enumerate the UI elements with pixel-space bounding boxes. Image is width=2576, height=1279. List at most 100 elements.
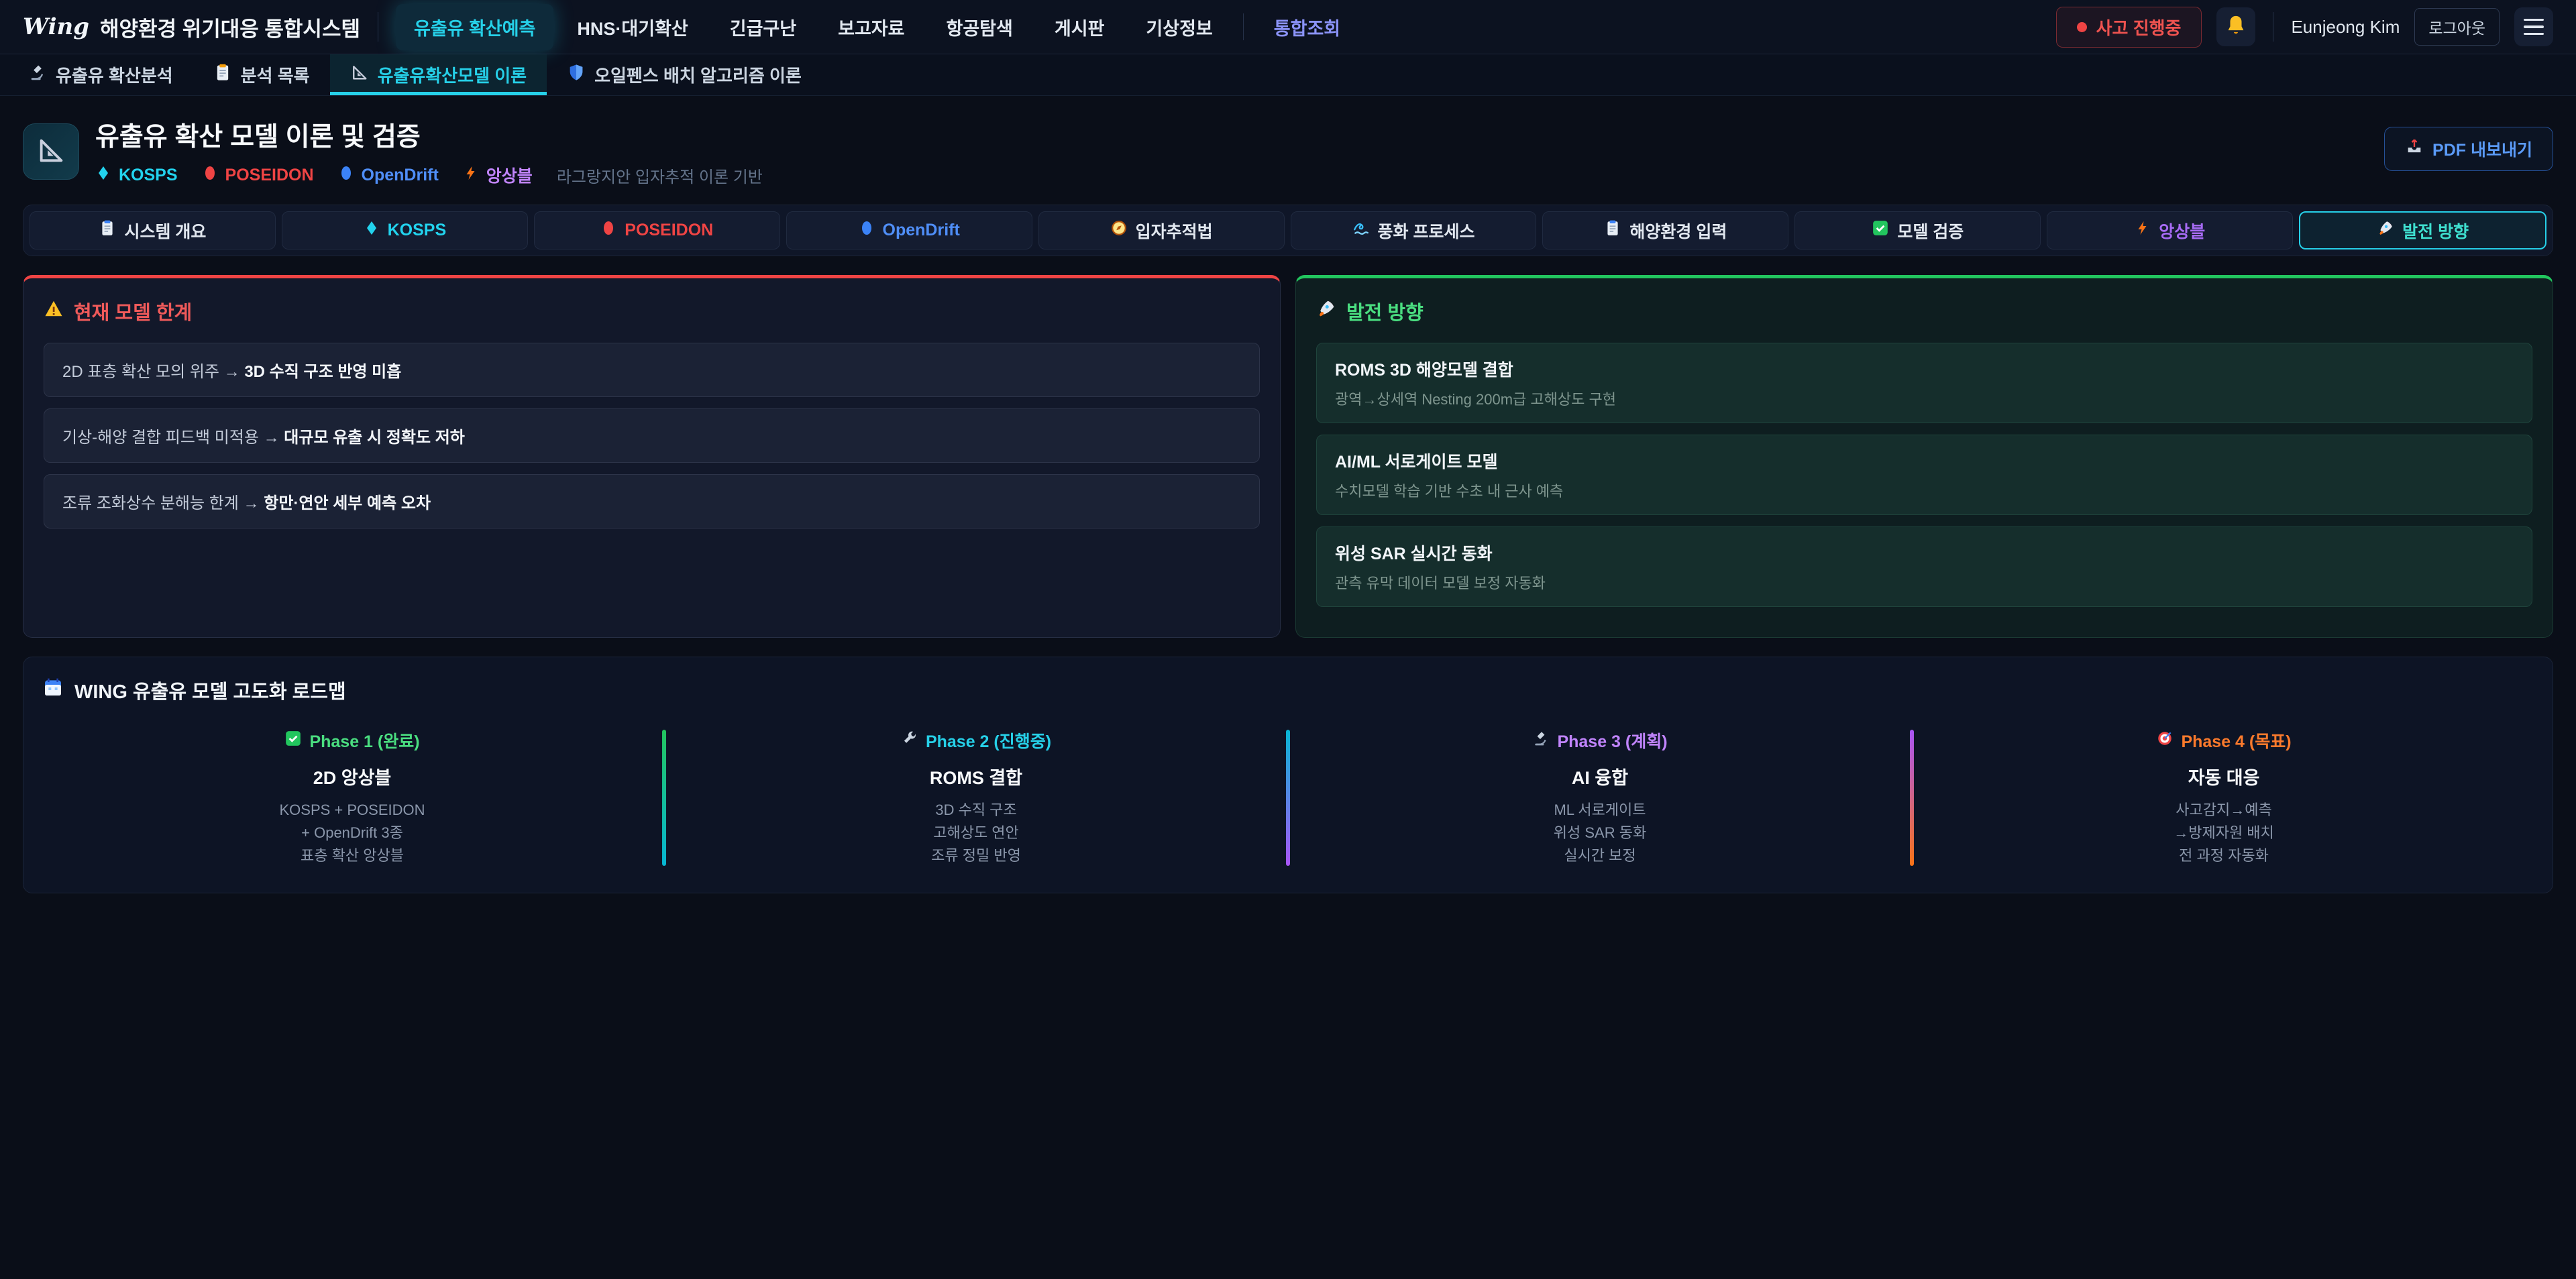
nav-weather-info[interactable]: 기상정보 xyxy=(1146,18,1213,39)
direction-card-title: AI/ML 서로게이트 모델 xyxy=(1335,453,1498,471)
phase-detail-line: →방제자원 배치 xyxy=(2174,824,2274,842)
model-badges: KOSPS POSEIDON OpenDrift 앙상블 라그랑지안 입자추적 … xyxy=(95,163,763,187)
chip-future-direction[interactable]: 발전 방향 xyxy=(2299,211,2547,249)
nav-aerial-search[interactable]: 항공탐색 xyxy=(946,18,1013,39)
phase-detail-line: 전 과정 자동화 xyxy=(2179,847,2269,865)
chip-particle-tracking[interactable]: 입자추적법 xyxy=(1038,211,1285,249)
main-nav: 유출유 확산예측 HNS·대기확산 긴급구난 보고자료 항공탐색 게시판 기상정… xyxy=(396,3,1358,50)
chip-label: 풍화 프로세스 xyxy=(1377,222,1475,241)
chip-label: 입자추적법 xyxy=(1135,222,1213,241)
chip-ensemble[interactable]: 앙상블 xyxy=(2047,211,2294,249)
incident-dot-icon xyxy=(2076,21,2087,32)
phase-4-label: Phase 4 (목표) xyxy=(2156,728,2292,753)
rocket-icon xyxy=(1316,298,1336,324)
chip-weathering-process[interactable]: 풍화 프로세스 xyxy=(1290,211,1537,249)
nav-hns-atmospheric[interactable]: HNS·대기확산 xyxy=(577,18,688,39)
calendar-icon xyxy=(42,677,64,704)
roadmap-title-text: WING 유출유 모델 고도화 로드맵 xyxy=(74,681,346,703)
chip-label: 해양환경 입력 xyxy=(1629,222,1727,241)
phase-name: 2D 앙상블 xyxy=(313,768,392,788)
roadmap-phase-2: Phase 2 (진행중) ROMS 결합 3D 수직 구조 고해상도 연안 조… xyxy=(666,728,1286,867)
limitation-strong: 3D 수직 구조 반영 미흡 xyxy=(244,363,402,381)
diamond-icon xyxy=(364,220,380,241)
chip-poseidon[interactable]: POSEIDON xyxy=(533,211,780,249)
compass-icon xyxy=(1110,219,1128,241)
chip-model-validation[interactable]: 모델 검증 xyxy=(1794,211,2041,249)
nav-emergency-rescue[interactable]: 긴급구난 xyxy=(729,18,797,39)
phase-name: AI 융합 xyxy=(1571,768,1629,788)
notification-button[interactable] xyxy=(2216,7,2256,46)
roadmap-phase-4: Phase 4 (목표) 자동 대응 사고감지→예측 →방제자원 배치 전 과정… xyxy=(1914,728,2534,867)
tab-analysis-list[interactable]: 분석 목록 xyxy=(193,54,330,95)
badge-label: KOSPS xyxy=(119,165,178,184)
chip-opendrift[interactable]: OpenDrift xyxy=(786,211,1032,249)
pdf-export-button[interactable]: PDF 내보내기 xyxy=(2384,127,2553,171)
microscope-icon xyxy=(1532,730,1550,752)
phase-name: ROMS 결합 xyxy=(929,768,1023,788)
tab-oil-fence-theory[interactable]: 오일펜스 배치 알고리즘 이론 xyxy=(547,54,822,95)
chip-ocean-env-input[interactable]: 해양환경 입력 xyxy=(1542,211,1789,249)
chip-kosps[interactable]: KOSPS xyxy=(281,211,528,249)
chip-label: 시스템 개요 xyxy=(124,222,207,241)
phase-divider xyxy=(662,730,666,867)
tab-label: 분석 목록 xyxy=(240,66,310,86)
chip-system-overview[interactable]: 시스템 개요 xyxy=(30,211,276,249)
tab-model-theory[interactable]: 유출유확산모델 이론 xyxy=(329,54,547,95)
section-chip-row: 시스템 개요 KOSPS POSEIDON OpenDrift 입자추적법 풍화… xyxy=(23,205,2553,256)
red-ellipse-icon xyxy=(600,220,616,241)
phase-divider xyxy=(1286,730,1290,867)
nav-oil-spill-prediction[interactable]: 유출유 확산예측 xyxy=(396,3,554,50)
limitation-item: 기상-해양 결합 피드백 미적용 → 대규모 유출 시 정확도 저하 xyxy=(44,408,1260,463)
red-ellipse-icon xyxy=(202,165,218,186)
incident-status-badge[interactable]: 사고 진행중 xyxy=(2055,6,2202,48)
hamburger-icon xyxy=(2524,18,2544,36)
limitation-strong: 항만·연안 세부 예측 오차 xyxy=(264,494,431,512)
tab-spill-analysis[interactable]: 유출유 확산분석 xyxy=(8,54,193,95)
chip-label: 발전 방향 xyxy=(2402,222,2469,241)
logo-wing-mark: Wing xyxy=(23,13,89,40)
lightning-icon xyxy=(463,165,479,186)
phase-detail-line: KOSPS + POSEIDON xyxy=(279,801,425,818)
phase-1-label: Phase 1 (완료) xyxy=(284,728,420,753)
logout-button[interactable]: 로그아웃 xyxy=(2414,8,2500,46)
badge-label: POSEIDON xyxy=(225,165,314,184)
badge-label: OpenDrift xyxy=(361,165,439,184)
app-logo: Wing 해양환경 위기대응 통합시스템 xyxy=(23,12,360,42)
limitations-title-text: 현재 모델 한계 xyxy=(74,302,193,324)
wave-icon xyxy=(1352,219,1370,241)
phase-detail-line: 사고감지→예측 xyxy=(2176,801,2272,818)
nav-board[interactable]: 게시판 xyxy=(1054,18,1105,39)
bell-icon xyxy=(2224,14,2247,40)
phase-detail-line: ML 서로게이트 xyxy=(1554,801,1646,818)
triangle-ruler-icon xyxy=(350,63,369,87)
badge-ensemble: 앙상블 xyxy=(463,163,533,187)
page-title-block: 유출유 확산 모델 이론 및 검증 KOSPS POSEIDON OpenDri… xyxy=(95,116,763,187)
clipboard-icon xyxy=(1604,219,1621,241)
phase-3-label: Phase 3 (계획) xyxy=(1532,728,1668,753)
direction-card-desc: 수치모델 학습 기반 수초 내 근사 예측 xyxy=(1335,483,1564,500)
clipboard-icon xyxy=(213,63,232,87)
roadmap-phase-1: Phase 1 (완료) 2D 앙상블 KOSPS + POSEIDON + O… xyxy=(42,728,662,867)
app-title: 해양환경 위기대응 통합시스템 xyxy=(100,17,360,41)
check-icon xyxy=(284,730,302,752)
nav-integrated-search[interactable]: 통합조회 xyxy=(1273,18,1341,39)
chip-label: POSEIDON xyxy=(625,221,714,239)
phase-detail-line: + OpenDrift 3종 xyxy=(301,824,403,842)
diamond-icon xyxy=(95,165,111,186)
chip-label: 앙상블 xyxy=(2159,222,2206,241)
phase-detail-line: 3D 수직 구조 xyxy=(935,801,1017,818)
user-name: Eunjeong Kim xyxy=(2291,16,2400,37)
microscope-icon xyxy=(28,63,47,87)
phase-label-text: Phase 4 (목표) xyxy=(2181,732,2292,751)
phase-2-label: Phase 2 (진행중) xyxy=(901,728,1051,753)
wrench-icon xyxy=(901,730,918,752)
directions-title-text: 발전 방향 xyxy=(1346,302,1424,324)
page-title-icon-box xyxy=(23,123,79,180)
header-right: 사고 진행중 Eunjeong Kim 로그아웃 xyxy=(2055,6,2553,48)
pdf-export-label: PDF 내보내기 xyxy=(2432,141,2532,160)
nav-divider xyxy=(1242,13,1244,40)
nav-reports[interactable]: 보고자료 xyxy=(838,18,905,39)
page-subtitle: 라그랑지안 입자추적 이론 기반 xyxy=(556,168,763,186)
menu-button[interactable] xyxy=(2514,7,2553,46)
phase-detail-line: 실시간 보정 xyxy=(1564,847,1636,865)
